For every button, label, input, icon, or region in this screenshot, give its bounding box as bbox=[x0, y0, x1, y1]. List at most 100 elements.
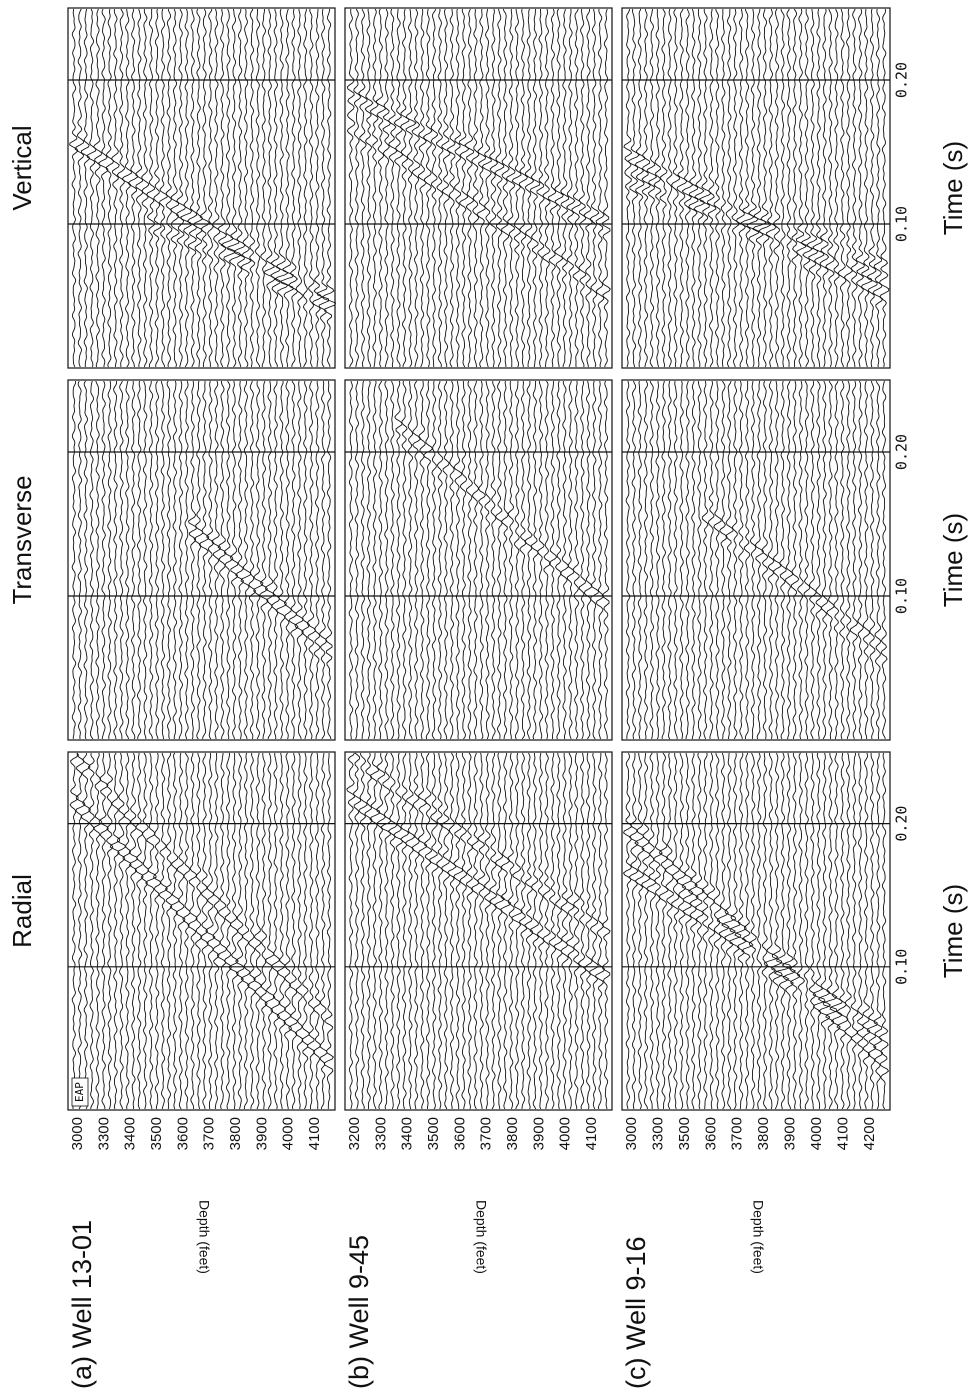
trace bbox=[195, 752, 203, 1110]
trace bbox=[283, 752, 293, 1110]
trace bbox=[738, 380, 744, 740]
trace bbox=[93, 8, 103, 368]
trace bbox=[205, 752, 216, 1110]
trace bbox=[458, 8, 470, 368]
trace bbox=[184, 380, 189, 740]
trace bbox=[353, 8, 362, 368]
trace bbox=[542, 752, 551, 1110]
trace bbox=[803, 380, 811, 739]
trace bbox=[80, 752, 91, 1110]
depth-tick-label: 3600 bbox=[451, 1117, 468, 1150]
trace bbox=[519, 752, 527, 1110]
trace bbox=[812, 752, 826, 1110]
panel-frame bbox=[621, 379, 891, 741]
trace bbox=[658, 752, 669, 1110]
trace bbox=[490, 380, 497, 740]
trace bbox=[829, 752, 843, 1110]
trace bbox=[288, 752, 299, 1110]
trace bbox=[97, 8, 109, 368]
seismic-panel bbox=[67, 379, 336, 741]
trace bbox=[127, 9, 139, 368]
trace bbox=[838, 380, 846, 740]
trace bbox=[625, 380, 631, 740]
trace bbox=[505, 9, 516, 368]
trace bbox=[812, 8, 825, 368]
trace bbox=[348, 380, 354, 740]
trace bbox=[795, 8, 807, 368]
trace bbox=[713, 752, 722, 1110]
trace bbox=[874, 380, 882, 740]
trace bbox=[247, 752, 256, 1110]
time-axis-label: Time (s) bbox=[938, 884, 968, 978]
trace bbox=[301, 380, 311, 740]
trace bbox=[679, 380, 684, 740]
trace bbox=[384, 380, 389, 740]
trace bbox=[584, 752, 593, 1110]
trace bbox=[107, 380, 112, 740]
trace bbox=[634, 8, 646, 368]
trace bbox=[306, 380, 317, 740]
trace bbox=[417, 752, 428, 1110]
trace bbox=[164, 752, 173, 1110]
trace bbox=[364, 752, 373, 1110]
trace bbox=[655, 380, 661, 740]
trace bbox=[631, 380, 637, 740]
trace bbox=[640, 752, 651, 1110]
trace bbox=[125, 380, 130, 740]
trace bbox=[797, 752, 806, 1110]
trace bbox=[554, 8, 564, 368]
trace bbox=[772, 380, 783, 740]
trace bbox=[716, 752, 730, 1110]
trace bbox=[524, 380, 533, 740]
trace bbox=[578, 380, 587, 740]
trace bbox=[773, 752, 792, 1110]
depth-tick-label: 3800 bbox=[504, 1117, 521, 1150]
trace bbox=[740, 8, 755, 368]
trace bbox=[862, 752, 871, 1110]
trace bbox=[734, 752, 748, 1109]
trace bbox=[749, 380, 757, 739]
trace bbox=[134, 752, 144, 1110]
trace bbox=[301, 752, 310, 1110]
trace bbox=[276, 752, 287, 1110]
trace bbox=[364, 9, 374, 368]
trace bbox=[235, 380, 245, 740]
trace bbox=[119, 380, 124, 739]
trace bbox=[254, 8, 261, 368]
trace bbox=[422, 8, 433, 368]
trace bbox=[476, 8, 487, 368]
trace bbox=[713, 8, 721, 368]
trace bbox=[507, 752, 515, 1110]
trace bbox=[472, 380, 479, 740]
trace bbox=[530, 381, 539, 740]
time-tick-label: 0.10 bbox=[893, 578, 911, 614]
trace bbox=[86, 8, 97, 368]
trace bbox=[459, 380, 468, 740]
depth-tick-label: 3000 bbox=[623, 1117, 640, 1150]
trace bbox=[547, 8, 558, 368]
trace bbox=[761, 380, 769, 740]
trace bbox=[436, 380, 444, 740]
trace bbox=[453, 8, 462, 368]
trace bbox=[399, 8, 410, 368]
trace bbox=[407, 380, 414, 740]
depth-tick-label: 4000 bbox=[808, 1117, 825, 1150]
time-tick-label: 0.20 bbox=[893, 434, 911, 470]
trace bbox=[765, 8, 777, 368]
trace bbox=[803, 753, 810, 1110]
panel-frame bbox=[621, 7, 891, 369]
trace bbox=[170, 8, 180, 368]
trace bbox=[661, 380, 666, 740]
trace bbox=[387, 752, 398, 1110]
trace bbox=[288, 380, 299, 740]
depth-tick-label: 3800 bbox=[755, 1117, 772, 1150]
rotated-figure: Radial 0.10 0.20 Time (s) Transverse 0.10 0.20… bbox=[7, 7, 968, 1389]
trace bbox=[773, 8, 781, 368]
trace bbox=[590, 380, 600, 740]
trace bbox=[136, 380, 142, 739]
trace bbox=[253, 380, 264, 740]
seismic-panel: EAP bbox=[67, 751, 336, 1111]
trace bbox=[193, 380, 204, 740]
trace bbox=[264, 752, 276, 1110]
trace bbox=[152, 8, 162, 368]
